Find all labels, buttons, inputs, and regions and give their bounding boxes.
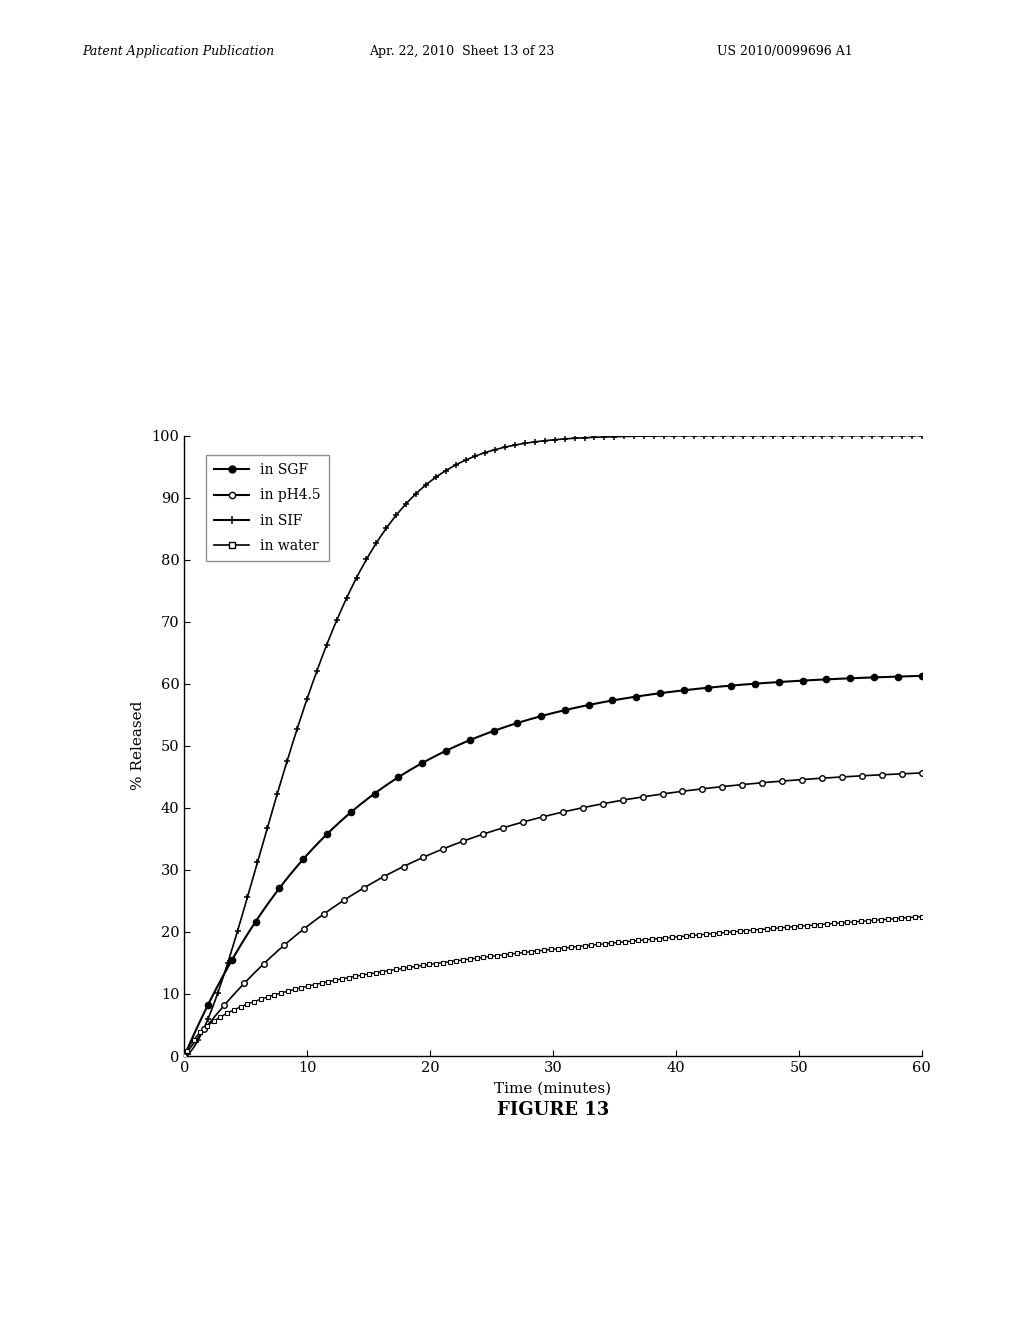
Text: US 2010/0099696 A1: US 2010/0099696 A1 — [717, 45, 853, 58]
Text: FIGURE 13: FIGURE 13 — [497, 1101, 609, 1119]
Text: Patent Application Publication: Patent Application Publication — [82, 45, 274, 58]
X-axis label: Time (minutes): Time (minutes) — [495, 1082, 611, 1096]
Y-axis label: % Released: % Released — [131, 701, 144, 791]
Text: Apr. 22, 2010  Sheet 13 of 23: Apr. 22, 2010 Sheet 13 of 23 — [369, 45, 554, 58]
Legend: in SGF, in pH4.5, in SIF, in water: in SGF, in pH4.5, in SIF, in water — [206, 455, 329, 561]
